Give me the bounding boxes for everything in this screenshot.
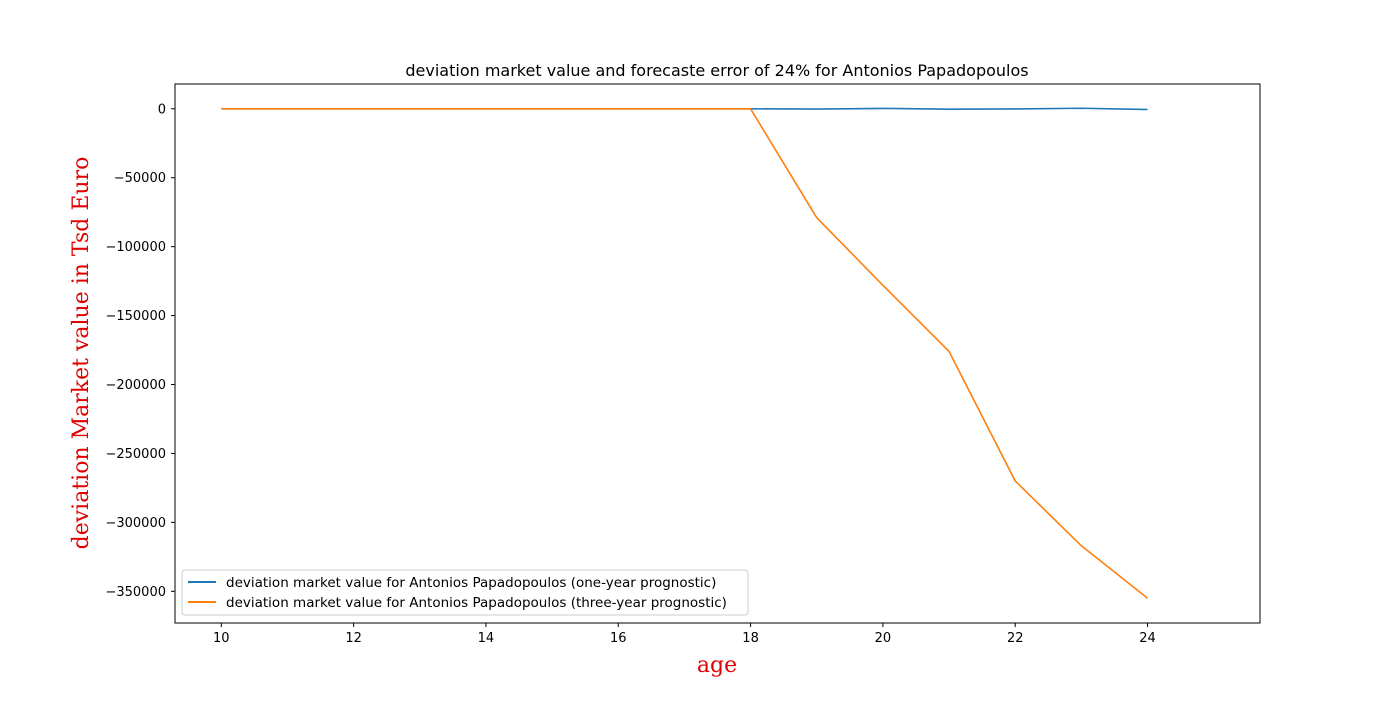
y-tick-label: −100000 xyxy=(105,240,166,255)
x-tick-label: 24 xyxy=(1139,631,1156,646)
y-tick-label: −200000 xyxy=(105,378,166,393)
plot-area xyxy=(175,84,1260,623)
x-tick-label: 10 xyxy=(213,631,230,646)
x-tick-label: 12 xyxy=(345,631,362,646)
x-tick-label: 16 xyxy=(610,631,627,646)
y-tick-label: −150000 xyxy=(105,309,166,324)
plot-frame xyxy=(174,83,1261,624)
x-tick-label: 18 xyxy=(742,631,759,646)
y-tick-label: 0 xyxy=(158,102,166,117)
legend-label-one-year: deviation market value for Antonios Papa… xyxy=(226,575,716,591)
series-layer xyxy=(221,107,1149,599)
x-tick-label: 20 xyxy=(875,631,892,646)
x-axis-label: age xyxy=(697,653,737,678)
y-tick-label: −250000 xyxy=(105,447,166,462)
series-line-three-year xyxy=(221,108,1149,599)
y-tick-label: −50000 xyxy=(114,171,166,186)
y-tick-label: −350000 xyxy=(105,585,166,600)
x-tick-label: 14 xyxy=(478,631,495,646)
legend-label-three-year: deviation market value for Antonios Papa… xyxy=(226,595,727,611)
legend: deviation market value for Antonios Papa… xyxy=(181,569,749,616)
x-axis: 10 12 14 16 18 20 22 24 xyxy=(213,623,1156,646)
y-tick-label: −300000 xyxy=(105,516,166,531)
legend-box xyxy=(181,569,749,616)
x-tick-label: 22 xyxy=(1007,631,1024,646)
chart-title: deviation market value and forecaste err… xyxy=(405,61,1028,80)
y-axis: 0 −50000 −100000 −150000 −200000 −250000 −3000… xyxy=(105,102,175,600)
y-axis-label: deviation Market value in Tsd Euro xyxy=(69,157,94,550)
